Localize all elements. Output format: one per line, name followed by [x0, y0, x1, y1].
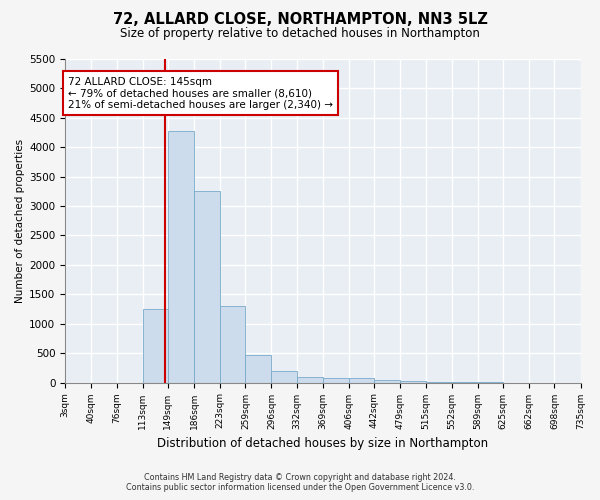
Text: Size of property relative to detached houses in Northampton: Size of property relative to detached ho… — [120, 28, 480, 40]
Bar — [374, 380, 400, 382]
Bar — [271, 371, 297, 382]
Bar — [245, 355, 271, 382]
Bar — [297, 376, 323, 382]
X-axis label: Distribution of detached houses by size in Northampton: Distribution of detached houses by size … — [157, 437, 488, 450]
Bar — [168, 132, 194, 382]
Bar — [323, 378, 349, 382]
Bar — [143, 309, 168, 382]
Bar — [220, 306, 245, 382]
Bar — [349, 378, 374, 382]
Text: 72, ALLARD CLOSE, NORTHAMPTON, NN3 5LZ: 72, ALLARD CLOSE, NORTHAMPTON, NN3 5LZ — [113, 12, 487, 28]
Text: Contains HM Land Registry data © Crown copyright and database right 2024.
Contai: Contains HM Land Registry data © Crown c… — [126, 473, 474, 492]
Y-axis label: Number of detached properties: Number of detached properties — [15, 138, 25, 303]
Bar — [194, 191, 220, 382]
Text: 72 ALLARD CLOSE: 145sqm
← 79% of detached houses are smaller (8,610)
21% of semi: 72 ALLARD CLOSE: 145sqm ← 79% of detache… — [68, 76, 333, 110]
